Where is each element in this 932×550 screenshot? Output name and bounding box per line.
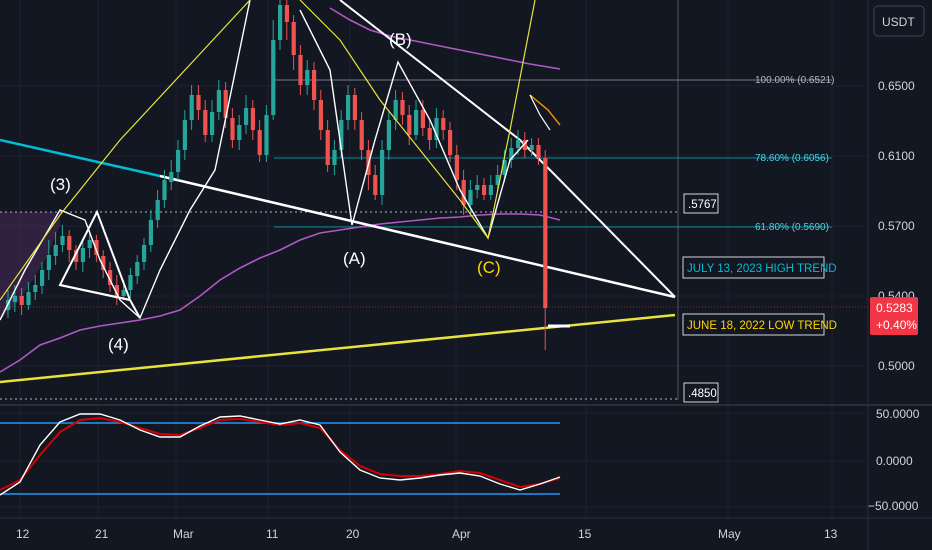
osc-slow-line	[0, 416, 561, 491]
wave-label-c: (C)	[477, 258, 501, 277]
wave-label-4: (4)	[108, 335, 129, 354]
fib-label-786: 78.60% (0.6056)	[755, 153, 829, 164]
wave-path-white-2	[299, 9, 529, 240]
y-tick-4: 0.5000	[878, 359, 915, 373]
wave-triangle-3b	[59, 284, 141, 319]
high-trend-line-white	[159, 174, 676, 299]
x-tick-4: 20	[346, 527, 360, 541]
candlesticks	[6, 0, 548, 350]
high-trend-line	[0, 138, 161, 178]
y-tick-0: 0.6500	[878, 79, 915, 93]
y-tick-2: 0.5700	[878, 219, 915, 233]
x-tick-1: 21	[95, 527, 109, 541]
x-tick-7: May	[718, 527, 741, 541]
wave-label-a: (A)	[343, 249, 366, 268]
x-tick-3: 11	[266, 527, 279, 541]
level-box-4850	[683, 382, 719, 403]
osc-tick-2: −50.0000	[868, 499, 919, 513]
high-trend-box	[682, 256, 825, 279]
high-trend-label: JULY 13, 2023 HIGH TREND	[687, 263, 837, 275]
wave-label-3: (3)	[50, 175, 71, 194]
price-badge-change: +0.40%	[876, 318, 917, 332]
projection-white	[529, 94, 551, 131]
fib-label-100: 100.00% (0.6521)	[755, 75, 835, 86]
moving-average-line	[0, 213, 561, 373]
fib-label-618: 61.80% (0.5690)	[755, 222, 829, 233]
low-trend-box	[682, 313, 825, 336]
wave-path-yellow	[0, 0, 251, 301]
price-badge-value: 0.5283	[876, 301, 913, 315]
osc-tick-0: 50.0000	[876, 407, 920, 421]
x-tick-0: 12	[16, 527, 30, 541]
projection-orange	[529, 94, 561, 126]
x-tick-2: Mar	[173, 527, 194, 541]
moving-average-upper	[329, 7, 561, 70]
currency-label: USDT	[882, 15, 915, 29]
wave-path-white	[0, 0, 251, 321]
y-tick-1: 0.6100	[878, 149, 915, 163]
x-tick-6: 15	[578, 527, 592, 541]
price-badge	[870, 297, 918, 335]
wave-path-yellow-2	[299, 0, 536, 240]
low-trend-label: JUNE 18, 2022 LOW TREND	[687, 320, 837, 332]
currency-button[interactable]	[873, 5, 925, 37]
wave-label-b: (B)	[389, 30, 412, 49]
grid	[0, 0, 868, 518]
level-label-5767: .5767	[688, 199, 717, 211]
osc-fast-line	[0, 413, 561, 496]
level-label-4850: .4850	[688, 388, 717, 400]
x-tick-8: 13	[824, 527, 838, 541]
osc-tick-1: 0.0000	[876, 454, 913, 468]
x-tick-5: Apr	[452, 527, 471, 541]
level-box-5767	[683, 193, 719, 214]
